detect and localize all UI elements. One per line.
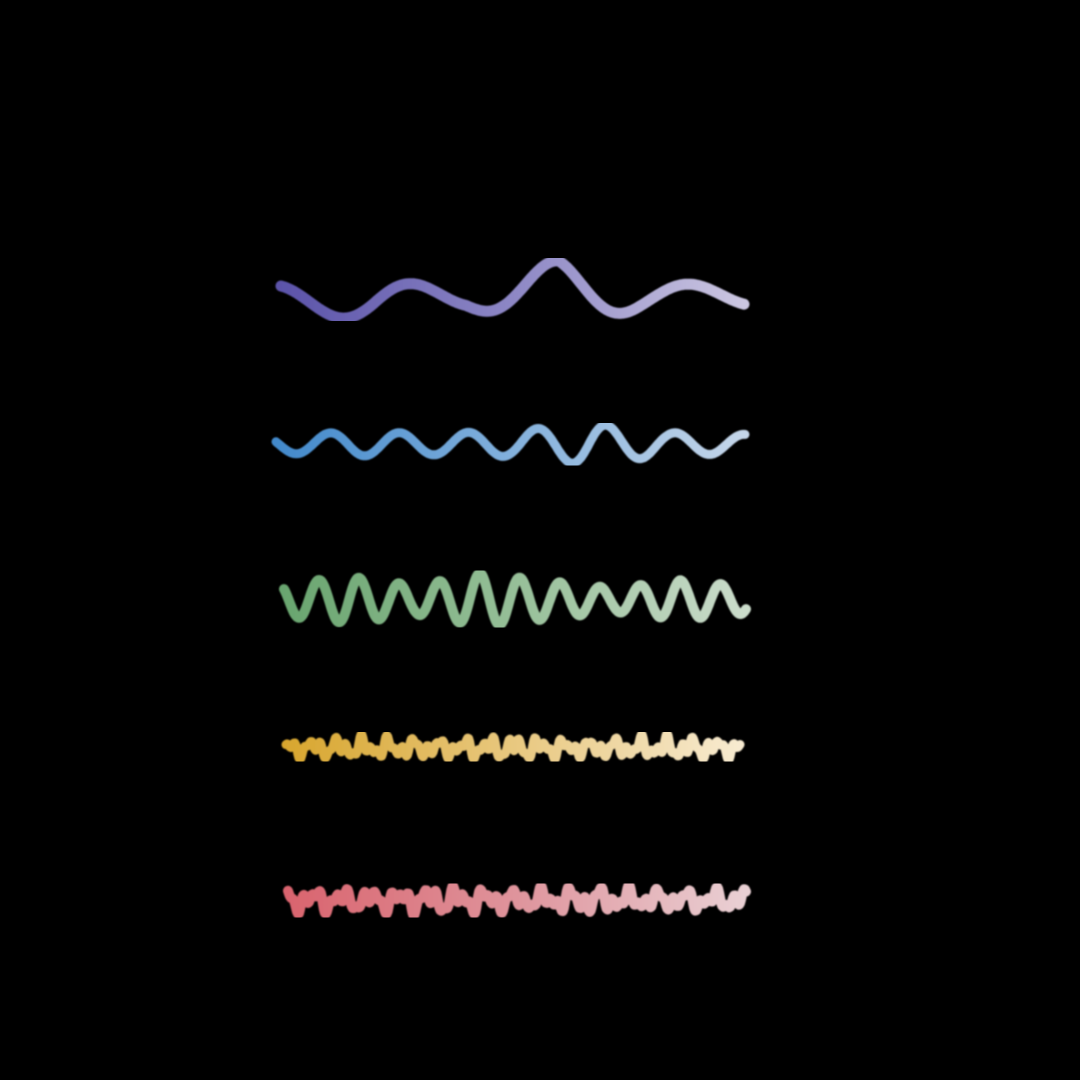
wave-2-blue-path [271,420,750,468]
wave-3-green-path [279,568,751,630]
wave-4-gold-path [281,729,745,765]
wave-5-pink-path [283,880,751,921]
wave-1-purple-path [275,255,750,324]
